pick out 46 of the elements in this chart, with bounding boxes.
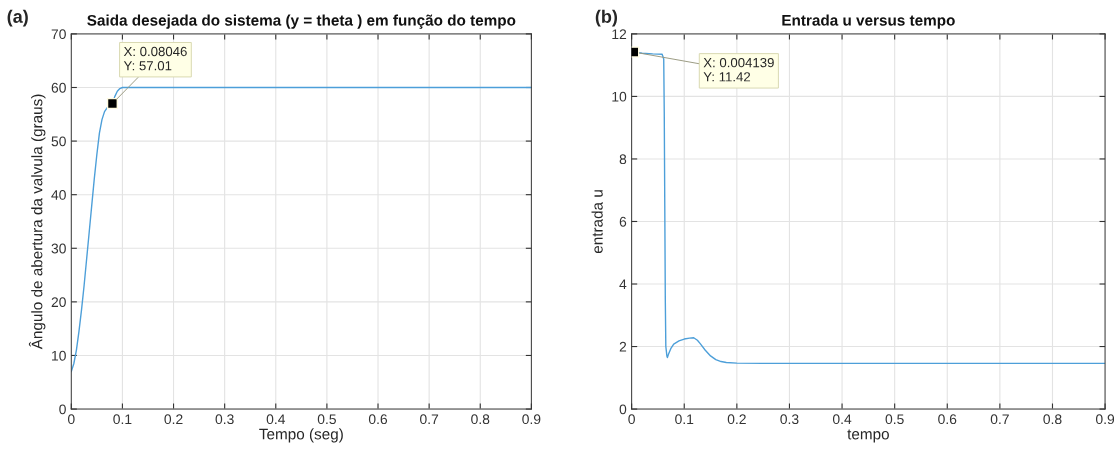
x-tick-label: 0.8 (1043, 414, 1062, 425)
x-tick-label: 0.5 (317, 414, 336, 425)
y-tick-label: 0 (619, 404, 627, 415)
y-axis-title: entrada u (591, 190, 603, 254)
y-tick-label: 4 (619, 279, 627, 290)
y-tick-label: 8 (619, 154, 627, 165)
x-tick-label: 0.8 (471, 414, 490, 425)
x-tick-label: 0.6 (938, 414, 957, 425)
annotation: X: 0.004139 Y: 11.42 (703, 57, 774, 82)
text: (b) (595, 9, 618, 27)
y-tick-label: 6 (619, 216, 627, 227)
y-tick-label: 12 (612, 29, 627, 39)
y-tick-label: 70 (51, 29, 66, 40)
y-tick-label: 2 (619, 341, 627, 352)
y-tick-label: 10 (52, 350, 66, 361)
chart-title: Entrada u versus tempo (782, 14, 955, 29)
chart-title: Saida desejada do sistema (y = theta ) em função do tempo (87, 14, 516, 29)
x-tick-label: 0.1 (675, 414, 694, 425)
y-tick-label: 10 (612, 91, 627, 102)
x-axis-title: Tempo (seg) (259, 428, 343, 443)
x-tick-label: 0 (67, 414, 75, 425)
x-tick-label: 0.2 (164, 414, 183, 425)
x-tick-label: 0.6 (368, 414, 388, 425)
text: (a) (7, 9, 28, 27)
x-tick-label: 0 (628, 414, 635, 425)
x-tick-label: 0.3 (780, 414, 799, 425)
x-tick-label: 0.9 (522, 414, 541, 425)
x-tick-label: 0.7 (420, 414, 439, 425)
x-tick-label: 0.1 (113, 414, 132, 425)
x-tick-label: 0.7 (990, 414, 1009, 425)
y-tick-label: 20 (51, 297, 66, 308)
x-axis-title: tempo (847, 429, 889, 443)
x-tick-label: 0.5 (885, 414, 904, 425)
y-tick-label: 50 (51, 136, 66, 147)
line-series (71, 86, 532, 373)
y-axis-title: Ângulo de abertura da valvula (graus) (28, 94, 46, 350)
x-tick-label: 0.4 (832, 414, 852, 425)
y-tick-label: 0 (59, 404, 66, 415)
x-tick-label: 0.9 (1095, 414, 1114, 425)
x-tick-label: 0.2 (727, 414, 746, 425)
y-tick-label: 60 (51, 82, 66, 93)
x-tick-label: 0.4 (266, 414, 286, 425)
y-tick-label: 30 (51, 243, 66, 254)
y-tick-label: 40 (51, 190, 66, 200)
x-tick-label: 0.3 (215, 414, 234, 425)
annotation: X: 0.08046 Y: 57.01 (123, 46, 187, 71)
